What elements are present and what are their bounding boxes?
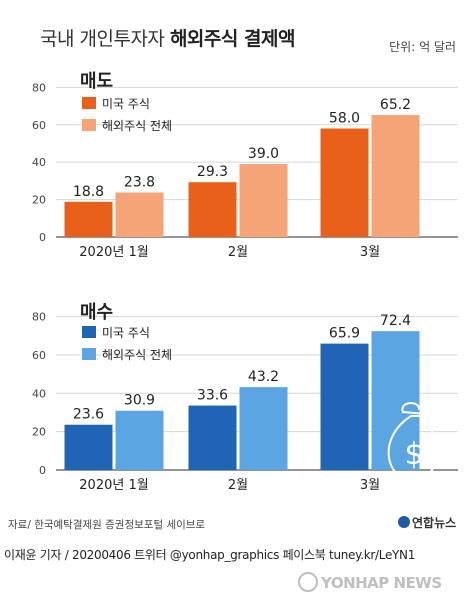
y-tick-label: 40 (32, 156, 46, 169)
legend-label: 미국 주식 (102, 326, 150, 340)
bar (239, 164, 288, 237)
data-label: 58.0 (329, 111, 360, 127)
data-label: 43.2 (248, 369, 279, 385)
y-tick-label: 60 (32, 119, 46, 132)
legend-swatch (82, 97, 96, 109)
x-tick-label: 3월 (360, 478, 380, 493)
data-label: 33.6 (197, 388, 228, 404)
title-light: 국내 개인투자자 (40, 28, 165, 50)
data-label: 65.2 (380, 97, 411, 113)
y-tick-label: 0 (39, 231, 46, 244)
legend-label: 해외주식 전체 (102, 119, 172, 133)
data-label: 23.6 (73, 407, 104, 423)
bar (64, 201, 113, 237)
money-bag-body (387, 415, 439, 484)
y-tick-label: 40 (32, 387, 46, 400)
data-label: 23.8 (124, 174, 155, 190)
legend-swatch (82, 348, 96, 360)
data-label: 18.8 (73, 184, 104, 200)
bar (371, 331, 420, 470)
y-tick-label: 80 (32, 81, 46, 94)
y-tick-label: 20 (32, 426, 46, 439)
bar (115, 410, 164, 470)
x-tick-label: 2월 (228, 478, 248, 493)
y-tick-label: 0 (39, 464, 46, 477)
source-note: 자료/ 한국예탁결제원 증권정보포털 세이브로 (8, 519, 206, 531)
yonhap-logo-text: 연합뉴스 (412, 516, 457, 530)
title-bold: 해외주식 결제액 (169, 28, 295, 50)
data-label: 65.9 (329, 326, 360, 342)
y-tick-label: 20 (32, 194, 46, 207)
unit-label: 단위: 억 달러 (389, 40, 456, 54)
bar (239, 387, 288, 470)
chart-title: 매수 (80, 302, 113, 323)
watermark: YONHAP NEWS (298, 572, 442, 592)
watermark-text: YONHAP NEWS (321, 574, 442, 592)
bar (64, 424, 113, 470)
data-label: 72.4 (380, 313, 411, 329)
legend-label: 미국 주식 (102, 97, 150, 111)
bar (371, 115, 420, 237)
legend-swatch (82, 119, 96, 131)
bar (320, 343, 369, 470)
dollar-sign: $ (404, 437, 423, 472)
x-tick-label: 2020년 1월 (79, 245, 148, 260)
watermark-icon (298, 572, 318, 592)
bar (115, 192, 164, 237)
data-label: 39.0 (248, 146, 279, 162)
x-tick-label: 3월 (360, 245, 380, 260)
page-title: 국내 개인투자자 해외주식 결제액 (40, 24, 295, 51)
bar (188, 405, 237, 470)
data-label: 29.3 (197, 164, 228, 180)
bar (320, 128, 369, 237)
money-bag-knot (401, 402, 430, 416)
legend-swatch (82, 326, 96, 338)
yonhap-logo-icon (398, 516, 410, 528)
credit-line: 이재윤 기자 / 20200406 트위터 @yonhap_graphics 페… (4, 548, 416, 562)
yonhap-logo: 연합뉴스 (398, 514, 456, 531)
x-tick-label: 2020년 1월 (79, 478, 148, 493)
data-label: 30.9 (124, 393, 155, 409)
bar (188, 182, 237, 237)
y-tick-label: 60 (32, 349, 46, 362)
y-tick-label: 80 (32, 311, 46, 324)
money-bag-icon: $ (387, 402, 439, 484)
chart-title: 매도 (80, 71, 113, 92)
legend-label: 해외주식 전체 (102, 348, 172, 362)
x-tick-label: 2월 (228, 245, 248, 260)
